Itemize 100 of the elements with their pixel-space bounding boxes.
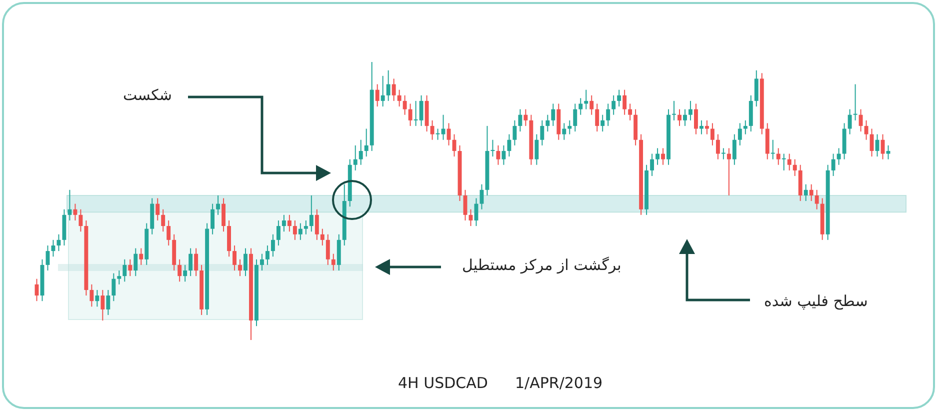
- candlestick: [551, 103, 556, 126]
- candlestick: [326, 234, 330, 266]
- candlestick: [282, 214, 286, 232]
- candlestick: [216, 194, 220, 216]
- candlestick: [78, 208, 83, 232]
- candlestick: [210, 203, 215, 235]
- candlestick: [534, 134, 539, 166]
- annotation: سطح فلیپ شده: [764, 292, 868, 310]
- candlestick: [490, 139, 495, 158]
- candlestick: [128, 258, 132, 277]
- candlestick: [600, 114, 605, 132]
- candlestick: [656, 148, 660, 166]
- candlestick: [270, 234, 275, 258]
- candlestick: [683, 108, 687, 126]
- candlestick: [814, 189, 819, 210]
- candlestick: [858, 108, 863, 132]
- candlestick: [568, 120, 572, 135]
- candlestick: [672, 100, 676, 121]
- candlestick: [694, 103, 698, 135]
- candlestick: [353, 144, 358, 171]
- candlestick: [156, 198, 160, 221]
- candlestick: [518, 108, 522, 132]
- candlestick: [726, 148, 731, 196]
- candlestick: [507, 134, 512, 158]
- candlestick: [292, 220, 297, 240]
- candlestick: [380, 75, 385, 107]
- candlestick: [183, 264, 188, 282]
- candlestick: [238, 258, 242, 277]
- candlestick: [408, 103, 412, 126]
- candlestick: [617, 89, 622, 107]
- candlestick: [309, 194, 314, 232]
- candlestick: [804, 184, 808, 202]
- candlestick: [699, 120, 704, 135]
- candlestick: [716, 134, 720, 160]
- candlestick: [622, 89, 627, 116]
- candlestick: [314, 208, 319, 240]
- candlestick: [688, 100, 692, 121]
- candlestick: [721, 148, 726, 160]
- candlestick: [853, 84, 858, 121]
- candlestick: [122, 258, 127, 282]
- candlestick: [430, 120, 434, 140]
- candlestick: [776, 148, 780, 166]
- candlestick: [446, 122, 451, 146]
- candlestick: [562, 122, 566, 140]
- candlestick: [578, 98, 583, 116]
- candlestick: [287, 214, 292, 232]
- candlestick: [743, 120, 748, 135]
- candlestick: [650, 153, 654, 176]
- candlestick: [787, 153, 792, 171]
- candlestick: [710, 122, 714, 146]
- candlestick: [524, 108, 528, 126]
- candlestick: [502, 144, 506, 166]
- candlestick: [331, 253, 336, 271]
- candlestick: [298, 222, 302, 240]
- candlestick: [56, 234, 61, 252]
- candlestick: [68, 189, 72, 221]
- annotation: شکست: [123, 86, 172, 104]
- candlestick: [540, 120, 544, 146]
- candlestick: [496, 144, 500, 166]
- candlestick: [809, 184, 814, 202]
- candlestick: [831, 153, 836, 176]
- candlestick: [397, 89, 402, 107]
- candlestick: [161, 208, 166, 232]
- candlestick: [106, 289, 110, 316]
- candlestick: [134, 248, 138, 277]
- candlestick: [73, 203, 78, 221]
- candlestick: [95, 289, 100, 308]
- candlestick: [792, 158, 797, 176]
- candlestick: [117, 270, 122, 285]
- candlestick: [612, 94, 616, 116]
- candlestick: [244, 248, 248, 277]
- candlestick: [628, 103, 632, 121]
- candlestick: [754, 70, 758, 107]
- candlestick: [870, 128, 874, 158]
- candlestick: [573, 103, 578, 132]
- candlestick: [704, 120, 709, 135]
- candlestick: [606, 103, 610, 126]
- candlestick: [90, 284, 94, 308]
- text: 1/APR/2019: [515, 374, 603, 392]
- candlestick: [320, 228, 324, 246]
- candlestick: [732, 134, 736, 166]
- candlestick: [402, 94, 407, 116]
- candlestick: [232, 244, 236, 271]
- candlestick: [222, 198, 226, 232]
- candlestick: [194, 248, 198, 277]
- annotation: برگشت از مرکز مستطیل: [462, 256, 622, 274]
- candlestick: [836, 148, 841, 166]
- candlestick: [166, 220, 171, 246]
- candlestick: [512, 120, 517, 146]
- candlestick: [770, 139, 775, 160]
- candlestick: [595, 103, 600, 132]
- candlestick: [112, 272, 116, 302]
- candlestick: [178, 258, 182, 282]
- candlestick: [782, 153, 786, 171]
- candlestick: [375, 84, 380, 107]
- text: 4H USDCAD: [398, 374, 488, 392]
- candlestick: [584, 89, 588, 110]
- candlestick: [304, 220, 308, 235]
- candlestick: [386, 70, 390, 102]
- candlestick: [188, 248, 193, 277]
